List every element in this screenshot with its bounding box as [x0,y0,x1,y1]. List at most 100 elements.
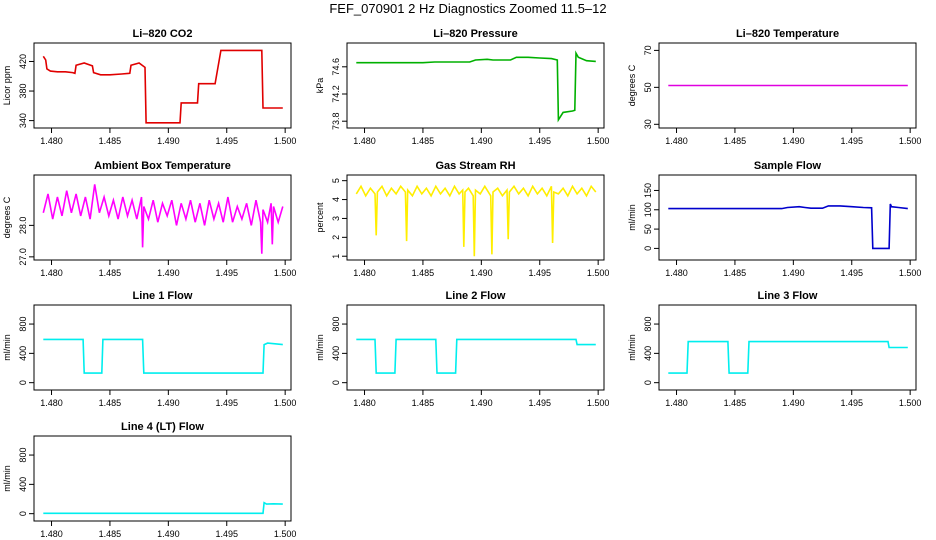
y-tick-label: 0 [643,380,653,385]
y-axis-label: ml/min [2,334,12,361]
y-tick-label: 800 [18,317,28,332]
figure-title: FEF_070901 2 Hz Diagnostics Zoomed 11.5–… [329,1,607,16]
series-line-1 [42,184,284,254]
panel-title: Sample Flow [754,160,822,172]
x-tick-label: 1.495 [215,398,238,408]
series-line-1 [356,50,596,123]
plot-frame [346,42,605,129]
plot-frame [33,435,292,522]
x-tick-label: 1.490 [157,398,180,408]
x-tick-label: 1.485 [99,398,122,408]
y-tick-label: 3 [331,216,341,221]
x-tick-label: 1.485 [412,398,435,408]
x-tick-label: 1.485 [724,136,747,146]
x-tick-label: 1.495 [528,268,551,278]
x-tick-label: 1.495 [215,268,238,278]
series-line-1 [668,340,908,374]
y-tick-label: 74.6 [331,58,341,76]
x-tick-label: 1.500 [899,398,922,408]
x-tick-label: 1.485 [724,268,747,278]
y-tick-label: 150 [643,183,653,198]
y-tick-label: 380 [18,84,28,99]
x-tick-label: 1.485 [724,398,747,408]
x-tick-label: 1.480 [40,398,63,408]
y-tick-label: 4 [331,197,341,202]
x-tick-label: 1.485 [99,268,122,278]
panel-title: Li–820 Temperature [736,28,839,40]
x-tick-label: 1.495 [840,398,863,408]
x-tick-label: 1.490 [782,268,805,278]
x-tick-label: 1.480 [665,268,688,278]
y-axis-label: ml/min [627,334,637,361]
y-axis-label: Licor ppm [2,66,12,106]
plot-frame [33,174,292,261]
panel-title: Line 1 Flow [133,290,193,302]
plot-frame [658,304,917,391]
x-tick-label: 1.495 [840,136,863,146]
y-tick-label: 400 [331,346,341,361]
panel-title: Line 4 (LT) Flow [121,421,204,433]
y-tick-label: 27.0 [18,248,28,266]
x-tick-label: 1.490 [782,136,805,146]
y-tick-label: 800 [331,317,341,332]
y-axis-label: ml/min [315,334,325,361]
series-line-1 [43,338,283,374]
y-tick-label: 70 [643,45,653,55]
plot-frame [658,174,917,261]
y-tick-label: 0 [18,511,28,516]
x-tick-label: 1.500 [587,268,610,278]
series-line-1 [356,338,596,374]
y-tick-label: 340 [18,113,28,128]
y-tick-label: 28.0 [18,217,28,235]
x-tick-label: 1.500 [587,136,610,146]
y-axis-label: degrees C [627,64,637,106]
panel-7: Line 1 Flow ml/min 1.480 1.485 1.490 1.495 1.5… [2,290,296,408]
x-tick-label: 1.495 [528,398,551,408]
x-tick-label: 1.480 [665,398,688,408]
panel-5: Gas Stream RH percent 1.480 1.485 1.490 1.495… [315,160,609,278]
y-axis-label: degrees C [2,196,12,238]
x-tick-label: 1.490 [470,136,493,146]
x-tick-label: 1.480 [665,136,688,146]
x-tick-label: 1.500 [274,398,297,408]
y-tick-label: 50 [643,82,653,92]
x-tick-label: 1.500 [899,268,922,278]
x-tick-label: 1.480 [40,136,63,146]
x-tick-label: 1.485 [99,136,122,146]
y-tick-label: 50 [643,224,653,234]
plot-frame [346,174,605,261]
y-axis-label: kPa [315,78,325,94]
panel-title: Ambient Box Temperature [94,160,231,172]
y-tick-label: 400 [18,346,28,361]
x-tick-label: 1.500 [274,136,297,146]
y-tick-label: 30 [643,119,653,129]
panel-8: Line 2 Flow ml/min 1.480 1.485 1.490 1.495 1.5… [315,290,609,408]
x-tick-label: 1.490 [157,268,180,278]
y-axis-label: ml/min [627,204,637,231]
y-axis-label: percent [315,202,325,233]
panel-10: Line 4 (LT) Flow ml/min 1.480 1.485 1.490 1.4… [2,421,296,539]
y-axis-label: ml/min [2,465,12,492]
x-tick-label: 1.485 [99,529,122,539]
x-tick-label: 1.485 [412,268,435,278]
panel-4: Ambient Box Temperature degrees C 1.480 1.4… [2,160,296,278]
x-tick-label: 1.500 [587,398,610,408]
panel-title: Li–820 Pressure [433,28,517,40]
y-tick-label: 74.2 [331,85,341,103]
y-tick-label: 0 [18,380,28,385]
plot-frame [658,42,917,129]
panel-title: Li–820 CO2 [133,28,193,40]
panel-3: Li–820 Temperature degrees C 1.480 1.485 1.4… [627,28,921,146]
x-tick-label: 1.500 [274,268,297,278]
plot-frame [33,42,292,129]
y-tick-label: 0 [331,380,341,385]
y-tick-label: 400 [18,477,28,492]
x-tick-label: 1.480 [40,529,63,539]
x-tick-label: 1.495 [528,136,551,146]
panel-2: Li–820 Pressure kPa 1.480 1.485 1.490 1.495 1.… [315,28,609,146]
x-tick-label: 1.480 [353,398,376,408]
x-tick-label: 1.495 [215,136,238,146]
x-tick-label: 1.490 [157,136,180,146]
